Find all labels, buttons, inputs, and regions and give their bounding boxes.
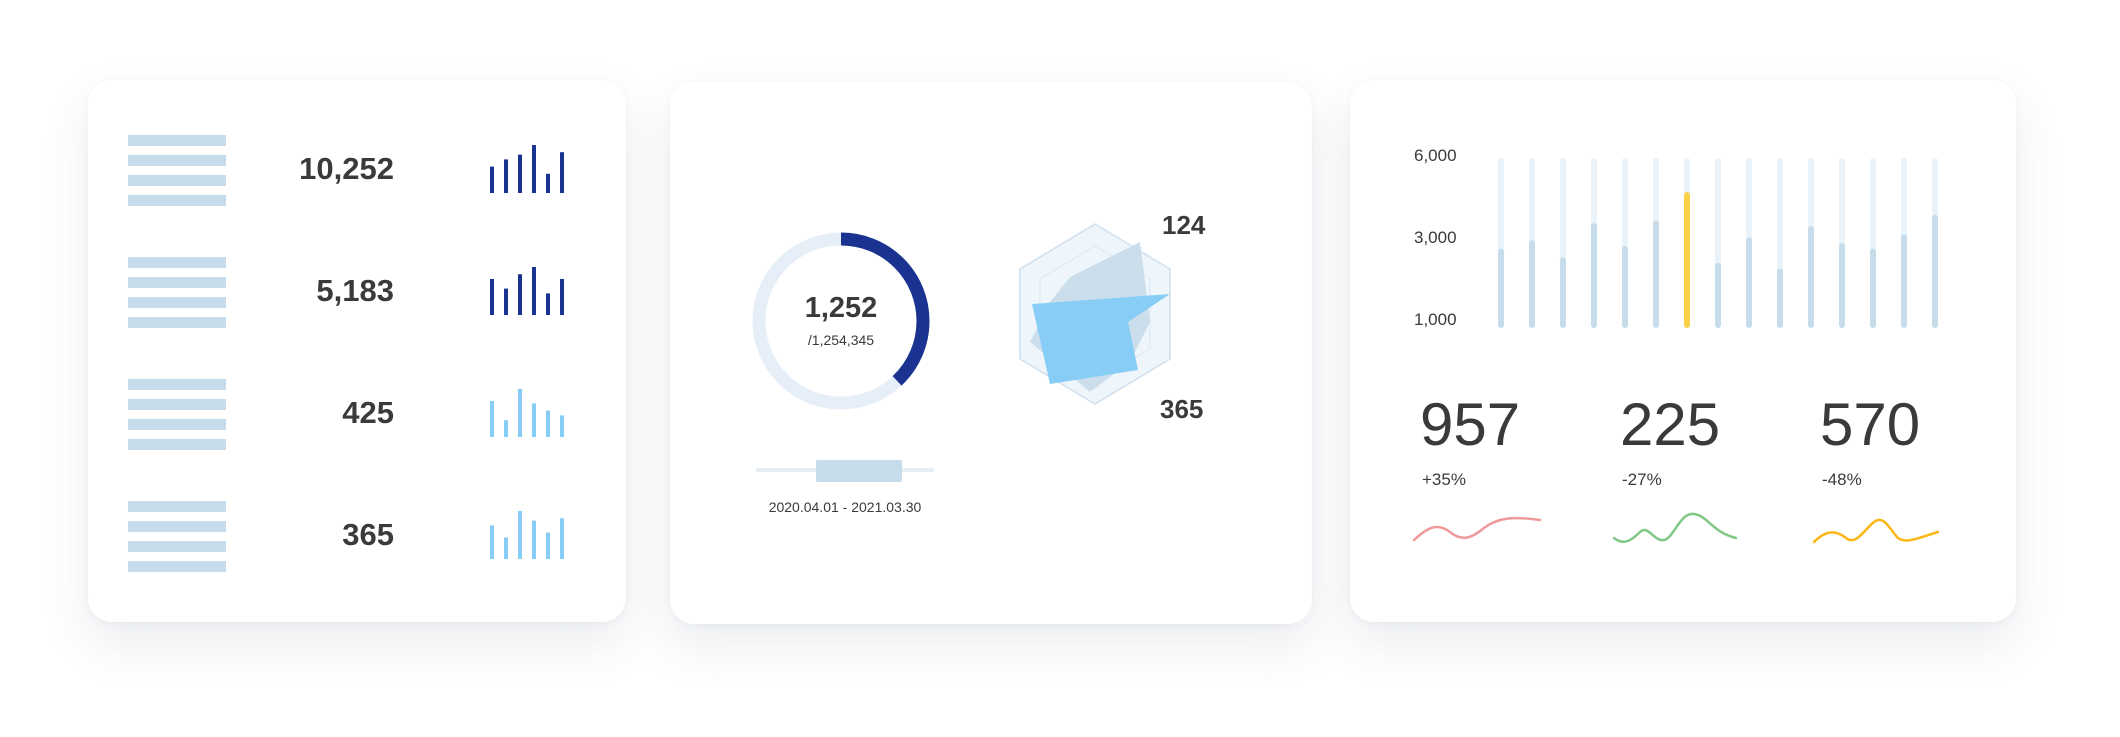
mini-bar <box>518 389 522 437</box>
mini-bar-chart <box>490 389 564 437</box>
mini-bar <box>532 267 536 315</box>
mini-bar <box>504 159 508 193</box>
stat-change: -27% <box>1622 470 1662 489</box>
text-placeholder-lines <box>128 379 226 451</box>
stat-value: 957 <box>1420 391 1521 458</box>
mini-bar <box>560 152 564 193</box>
metric-row[interactable]: 365 <box>88 501 626 573</box>
column-bar-highlighted[interactable] <box>1684 192 1690 328</box>
mini-bar <box>560 415 564 437</box>
sparkline <box>1412 516 1542 542</box>
column-bar[interactable] <box>1839 243 1845 328</box>
mini-bar <box>504 537 508 559</box>
progress-card: 1,252 /1,254,345 2020.04.01 - 2021.03.30… <box>670 82 1312 624</box>
mini-bar <box>546 532 550 559</box>
mini-bar <box>532 403 536 437</box>
donut-value: 1,252 <box>804 292 878 324</box>
column-bar[interactable] <box>1560 257 1566 328</box>
metrics-list-card: 10,252 5,183 425 365 <box>88 80 626 622</box>
mini-bar <box>504 288 508 315</box>
mini-bar <box>518 154 522 193</box>
donut-chart <box>752 232 930 410</box>
sparkline-path <box>1612 512 1738 543</box>
mini-bar-chart <box>490 267 564 315</box>
mini-bar <box>490 279 494 315</box>
stat-value: 570 <box>1820 391 1921 458</box>
column-bar[interactable] <box>1498 248 1504 328</box>
metric-row[interactable]: 10,252 <box>88 135 626 207</box>
stats-card: 6,000 3,000 1,000 957 +35% 225 -27% 570 … <box>1350 80 2016 622</box>
column-bar[interactable] <box>1901 234 1907 329</box>
column-bar[interactable] <box>1622 245 1628 328</box>
column-bar[interactable] <box>1777 268 1783 329</box>
radar-chart <box>1019 223 1171 405</box>
sparkline-path <box>1412 516 1542 542</box>
y-axis-tick: 6,000 <box>1414 146 1457 165</box>
radar-shape-front <box>1032 294 1170 384</box>
column-bar[interactable] <box>1715 262 1721 328</box>
mini-bar <box>518 511 522 559</box>
donut-total: /1,254,345 <box>807 332 875 348</box>
mini-bar-chart <box>490 145 564 193</box>
date-range-label: 2020.04.01 - 2021.03.30 <box>768 499 922 515</box>
mini-bar <box>560 518 564 559</box>
mini-bar <box>532 145 536 193</box>
column-bar[interactable] <box>1808 226 1814 328</box>
metric-value: 425 <box>342 395 394 430</box>
column-bar[interactable] <box>1591 223 1597 328</box>
mini-bar <box>532 520 536 559</box>
column-bar[interactable] <box>1653 220 1659 328</box>
sparkline <box>1612 512 1738 543</box>
mini-bar <box>504 420 508 437</box>
metric-value: 5,183 <box>316 273 394 308</box>
radar-bottom-value: 365 <box>1160 394 1204 424</box>
metric-row[interactable]: 425 <box>88 379 626 451</box>
sparkline-path <box>1812 518 1940 544</box>
mini-bar <box>490 525 494 559</box>
stat-value: 225 <box>1620 391 1721 458</box>
mini-bar <box>490 401 494 437</box>
stat-change: -48% <box>1822 470 1862 489</box>
mini-bar <box>546 410 550 437</box>
column-bar[interactable] <box>1870 248 1876 328</box>
date-range-slider-handle[interactable] <box>816 460 902 482</box>
stat-change: +35% <box>1422 470 1466 489</box>
sparkline <box>1812 518 1940 544</box>
column-chart <box>1498 158 1938 329</box>
text-placeholder-lines <box>128 135 226 207</box>
mini-bar-chart <box>490 511 564 559</box>
donut-progress-arc <box>752 232 930 410</box>
metric-value: 10,252 <box>299 151 394 186</box>
mini-bar <box>546 293 550 315</box>
mini-bar <box>546 173 550 193</box>
mini-bar <box>490 166 494 193</box>
y-axis-tick: 3,000 <box>1414 228 1457 247</box>
text-placeholder-lines <box>128 501 226 573</box>
metric-value: 365 <box>342 517 394 552</box>
column-bar[interactable] <box>1529 240 1535 328</box>
y-axis-tick: 1,000 <box>1414 310 1457 329</box>
text-placeholder-lines <box>128 257 226 329</box>
radar-top-value: 124 <box>1162 210 1206 240</box>
column-bar[interactable] <box>1746 237 1752 328</box>
metric-row[interactable]: 5,183 <box>88 257 626 329</box>
mini-bar <box>518 274 522 315</box>
column-bar[interactable] <box>1932 214 1938 328</box>
mini-bar <box>560 279 564 315</box>
